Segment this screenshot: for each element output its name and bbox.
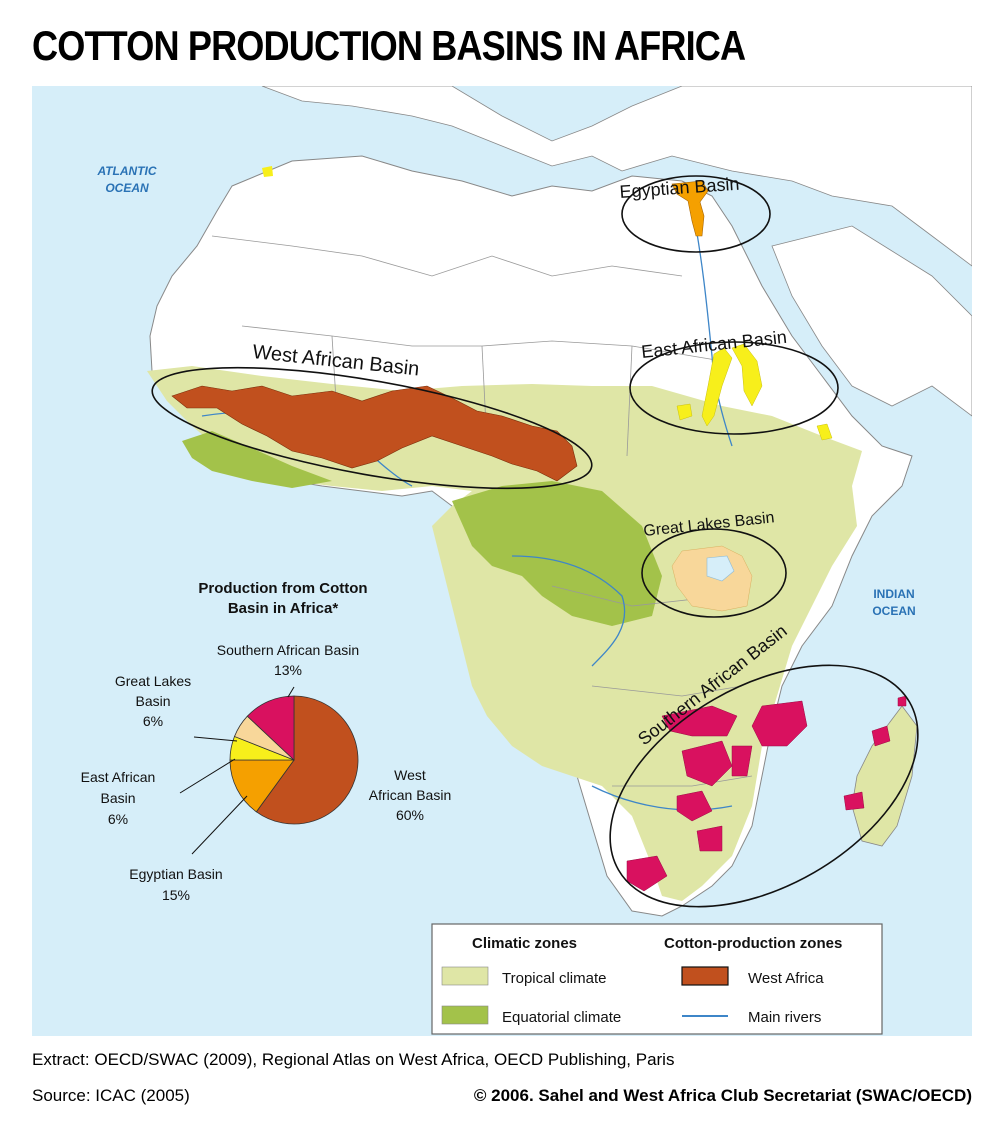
legend-tropical-swatch xyxy=(441,966,489,986)
east-african-label-value: 6% xyxy=(108,811,128,827)
east-african-label-name2: Basin xyxy=(100,790,135,806)
west-africa-cotton-zone xyxy=(171,385,578,482)
pie-label-great-lakes: Great Lakes Basin 6% xyxy=(115,673,191,729)
arabian-peninsula xyxy=(771,225,972,417)
west-label-name1: West xyxy=(394,767,426,783)
pie-leader-lines xyxy=(179,686,295,855)
lake-victoria xyxy=(706,555,735,582)
pie-slice-west xyxy=(255,695,359,825)
pie-label-west: West African Basin 60% xyxy=(369,767,451,823)
great-lakes-leader xyxy=(193,736,238,742)
legend-tropical-label: Tropical climate xyxy=(502,970,606,987)
legend-west-africa-swatch xyxy=(681,966,729,986)
west-label-name2: African Basin xyxy=(369,787,451,803)
equatorial-climate-zone xyxy=(452,481,662,626)
legend-equatorial-label: Equatorial climate xyxy=(502,1009,621,1026)
basin-outlines xyxy=(151,175,919,908)
east-basin-ellipse xyxy=(629,341,839,435)
west-basin-ellipse xyxy=(151,366,593,490)
egypt-basin-ellipse xyxy=(621,175,771,253)
great-lakes-label-name1: Great Lakes xyxy=(115,673,191,689)
atlantic-ocean-label-line2: OCEAN xyxy=(105,181,149,195)
southern-label-name: Southern African Basin xyxy=(217,642,359,658)
pie-chart: Production from Cotton Basin in Africa* … xyxy=(81,580,452,903)
great-lakes-cotton-zone xyxy=(671,545,753,612)
pie-label-egyptian: Egyptian Basin 15% xyxy=(129,866,222,903)
indian-ocean-label-line1: INDIAN xyxy=(873,587,914,601)
legend-west-africa-label: West Africa xyxy=(748,970,824,987)
east-african-leader xyxy=(179,758,236,794)
egyptian-label-name: Egyptian Basin xyxy=(129,866,222,882)
pie-title-line2: Basin in Africa* xyxy=(228,600,338,617)
pie-slices xyxy=(229,695,359,825)
footer-copyright: © 2006. Sahel and West Africa Club Secre… xyxy=(473,1086,972,1105)
africa-map: West African Basin Egyptian Basin East A… xyxy=(32,86,972,1036)
tropical-climate-zone xyxy=(147,366,862,901)
egypt-cotton-zone xyxy=(671,180,709,237)
indian-ocean-label-line2: OCEAN xyxy=(872,604,915,618)
great-lakes-basin-ellipse xyxy=(641,528,787,618)
equatorial-climate-zone-west xyxy=(182,431,332,488)
legend-box xyxy=(431,923,883,1035)
legend-climatic-header: Climatic zones xyxy=(472,935,577,952)
southern-africa-cotton-zone xyxy=(626,695,907,892)
madagascar xyxy=(851,705,918,847)
legend-equatorial-swatch xyxy=(441,1005,489,1025)
pie-slice-southern xyxy=(246,695,295,761)
southern-label-value: 13% xyxy=(274,662,302,678)
map-title: COTTON PRODUCTION BASINS IN AFRICA xyxy=(32,22,746,69)
southern-basin-ellipse xyxy=(609,664,919,908)
great-lakes-label-name2: Basin xyxy=(135,693,170,709)
legend-cotton-header: Cotton-production zones xyxy=(664,935,842,952)
pie-label-east-african: East African Basin 6% xyxy=(81,769,156,827)
morocco-cotton-spot xyxy=(262,166,273,177)
atlantic-ocean-label-line1: ATLANTIC xyxy=(96,164,156,178)
footer-extract: Extract: OECD/SWAC (2009), Regional Atla… xyxy=(32,1050,675,1069)
east-africa-cotton-zone xyxy=(676,343,833,441)
egyptian-leader xyxy=(191,795,248,855)
footer-source: Source: ICAC (2005) xyxy=(32,1086,190,1105)
egyptian-label-value: 15% xyxy=(162,887,190,903)
west-label-value: 60% xyxy=(396,807,424,823)
legend: Climatic zones Cotton-production zones T… xyxy=(431,923,883,1035)
pie-label-southern: Southern African Basin 13% xyxy=(217,642,359,678)
pie-title-line1: Production from Cotton xyxy=(198,580,367,597)
legend-rivers-label: Main rivers xyxy=(748,1009,821,1026)
great-lakes-label-value: 6% xyxy=(143,713,163,729)
southern-leader xyxy=(287,686,295,698)
europe-landmass xyxy=(261,86,972,267)
east-african-label-name1: East African xyxy=(81,769,156,785)
